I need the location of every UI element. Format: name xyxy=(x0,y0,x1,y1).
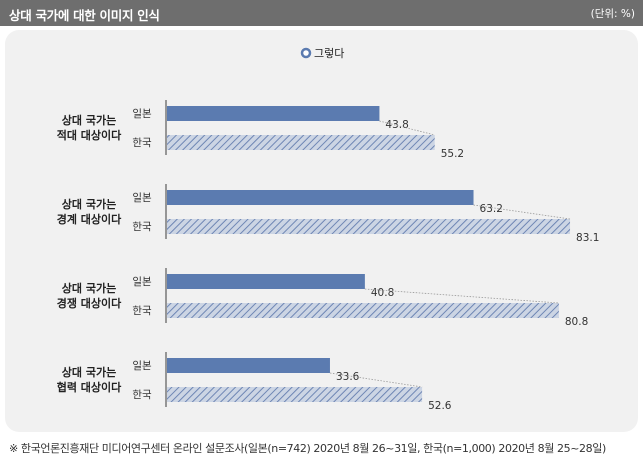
country-label: 한국 xyxy=(132,137,152,149)
country-label: 일본 xyxy=(132,191,152,204)
bar-korea xyxy=(167,387,423,402)
group-label-line: 상대 국가는 xyxy=(62,365,116,379)
value-label: 33.6 xyxy=(336,371,360,383)
value-label: 40.8 xyxy=(371,287,394,299)
value-label: 80.8 xyxy=(565,316,588,328)
value-label: 55.2 xyxy=(441,148,464,160)
country-label: 일본 xyxy=(132,275,152,288)
group-label-line: 상대 국가는 xyxy=(62,113,116,127)
group-label-line: 적대 대상이다 xyxy=(57,128,122,142)
chart-header: 상대 국가에 대한 이미지 인식 (단위: %) xyxy=(0,0,643,26)
value-label: 43.8 xyxy=(385,119,408,131)
bar-korea xyxy=(167,135,435,150)
group-label-line: 상대 국가는 xyxy=(62,281,116,295)
country-label: 한국 xyxy=(132,221,152,233)
country-label: 한국 xyxy=(132,389,152,401)
value-label: 63.2 xyxy=(480,203,503,215)
bar-japan xyxy=(167,190,474,205)
bar-korea xyxy=(167,219,571,234)
chart-panel: 그렇다 상대 국가는 적대 대상이다 일본 43.8 한국 55.2 상대 국가는 경계 대상… xyxy=(5,30,638,432)
legend-label: 그렇다 xyxy=(314,47,344,60)
bar-japan xyxy=(167,106,380,121)
bar-japan xyxy=(167,274,365,289)
value-label: 52.6 xyxy=(428,400,452,412)
unit-label: (단위: %) xyxy=(590,8,635,20)
connector-line xyxy=(329,372,423,388)
bar-korea xyxy=(167,303,559,318)
country-label: 한국 xyxy=(132,305,152,317)
country-label: 일본 xyxy=(132,107,152,120)
bar-japan xyxy=(167,358,330,373)
connector-line xyxy=(364,288,559,304)
chart-title: 상대 국가에 대한 이미지 인식 xyxy=(9,8,160,23)
legend-marker xyxy=(300,47,312,59)
group-label-line: 경계 대상이다 xyxy=(57,212,122,226)
group-label-line: 협력 대상이다 xyxy=(57,380,122,394)
footnote: ※ 한국언론진흥재단 미디어연구센터 온라인 설문조사(일본(n=742) 20… xyxy=(9,442,606,455)
group-label-line: 상대 국가는 xyxy=(62,197,116,211)
value-label: 83.1 xyxy=(576,232,599,244)
group-label-line: 경쟁 대상이다 xyxy=(57,296,122,310)
connector-line xyxy=(473,204,571,220)
country-label: 일본 xyxy=(132,359,152,372)
legend: 그렇다 xyxy=(300,47,344,60)
connector-line xyxy=(379,120,435,136)
